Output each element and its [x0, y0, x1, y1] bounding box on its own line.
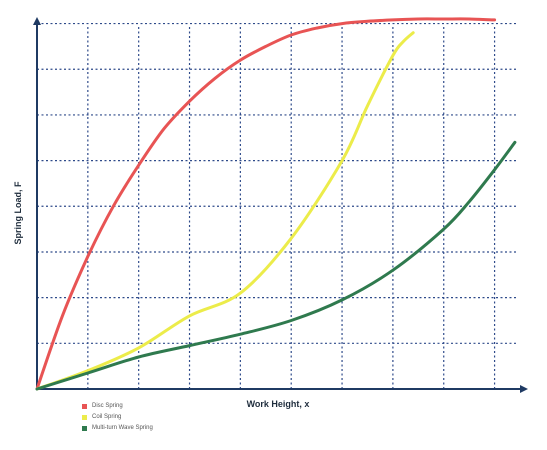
y-axis-arrow [33, 17, 41, 25]
legend: Disc Spring Coil Spring Multi-turn Wave … [82, 401, 153, 434]
y-axis-label: Spring Load, F [13, 181, 23, 244]
x-axis-label: Work Height, x [247, 399, 310, 409]
legend-swatch-wave [82, 425, 87, 431]
legend-item-wave: Multi-turn Wave Spring [82, 423, 153, 433]
series-line-wave-spring [35, 140, 517, 391]
legend-label-wave: Multi-turn Wave Spring [92, 425, 153, 431]
x-axis-arrow [520, 385, 528, 393]
axes [33, 17, 528, 393]
legend-swatch-coil [82, 414, 87, 420]
series-lines [35, 17, 517, 391]
legend-label-disc: Disc Spring [92, 403, 123, 409]
grid-lines [37, 22, 516, 389]
series-line-disc-spring [35, 17, 497, 391]
legend-label-coil: Coil Spring [92, 414, 122, 420]
legend-swatch-disc [82, 403, 87, 409]
series-line-coil-spring [35, 31, 415, 391]
legend-item-coil: Coil Spring [82, 412, 153, 422]
legend-item-disc: Disc Spring [82, 401, 153, 411]
